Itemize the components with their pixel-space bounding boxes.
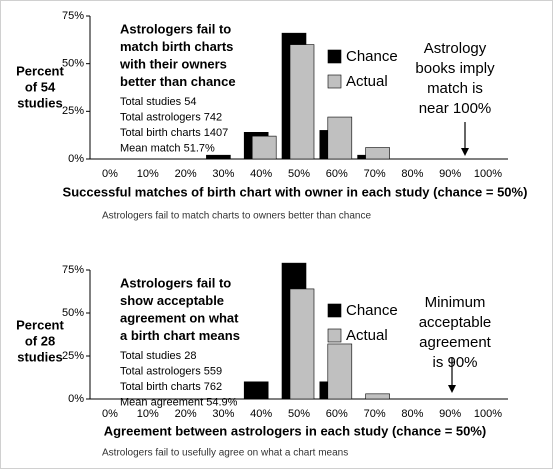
x-tick-label: 40% [250, 408, 272, 420]
x-tick-label: 30% [212, 168, 234, 180]
annotation: agreement [419, 334, 492, 351]
box-title: show acceptable [120, 293, 224, 308]
annotation: near 100% [419, 100, 492, 117]
x-tick-label: 80% [401, 408, 423, 420]
x-tick-label: 30% [212, 408, 234, 420]
x-tick-label: 100% [474, 168, 502, 180]
x-tick-label: 20% [175, 408, 197, 420]
box-title: a birth chart means [120, 328, 240, 343]
y-tick-label: 25% [62, 105, 84, 117]
bar [206, 154, 231, 160]
x-tick-label: 50% [288, 408, 310, 420]
x-tick-label: 0% [102, 408, 118, 420]
bar [365, 393, 390, 400]
y-tick-label: 50% [62, 307, 84, 319]
legend-label: Actual [346, 327, 388, 344]
y-axis-label: Percent [16, 63, 64, 78]
x-tick-label: 70% [364, 408, 386, 420]
annotation-arrowhead [461, 148, 469, 156]
y-axis-label: of 28 [25, 333, 55, 348]
x-tick-label: 90% [439, 408, 461, 420]
x-axis-label: Successful matches of birth chart with o… [63, 184, 528, 199]
annotation-arrowhead [448, 385, 456, 393]
annotation: books imply [415, 60, 495, 77]
box-title: match birth charts [120, 39, 233, 54]
x-tick-label: 10% [137, 168, 159, 180]
box-stat: Mean match 51.7% [120, 142, 215, 154]
bar [365, 147, 390, 160]
legend-swatch [327, 74, 342, 89]
x-tick-label: 70% [364, 168, 386, 180]
caption: Astrologers fail to match charts to owne… [102, 211, 371, 222]
y-tick-label: 0% [68, 153, 84, 165]
y-tick-label: 25% [62, 350, 84, 362]
bar [327, 343, 353, 400]
legend-swatch [327, 303, 342, 318]
box-stat: Mean agreement 54.9% [120, 396, 238, 408]
y-axis-label: studies [17, 95, 63, 110]
x-tick-label: 80% [401, 168, 423, 180]
bar [251, 135, 277, 160]
annotation: Astrology [424, 40, 487, 57]
bar [289, 288, 315, 400]
caption: Astrologers fail to usefully agree on wh… [102, 448, 348, 459]
x-tick-label: 40% [250, 168, 272, 180]
box-stat: Total astrologers 742 [120, 111, 222, 123]
box-title: Astrologers fail to [120, 21, 231, 36]
y-axis-label: studies [17, 349, 63, 364]
box-stat: Total astrologers 559 [120, 365, 222, 377]
y-tick-label: 50% [62, 58, 84, 70]
x-tick-label: 60% [326, 168, 348, 180]
legend-label: Chance [346, 302, 398, 319]
annotation: match is [427, 80, 483, 97]
x-tick-label: 90% [439, 168, 461, 180]
y-axis-label: of 54 [25, 79, 56, 94]
box-title: with their owners [119, 56, 227, 71]
box-title: agreement on what [120, 310, 239, 325]
x-tick-label: 0% [102, 168, 118, 180]
x-tick-label: 10% [137, 408, 159, 420]
y-tick-label: 75% [62, 10, 84, 22]
y-axis-label: Percent [16, 317, 64, 332]
legend-swatch [327, 49, 342, 64]
y-tick-label: 75% [62, 264, 84, 276]
box-stat: Total birth charts 762 [120, 381, 222, 393]
box-stat: Total studies 28 [120, 350, 196, 362]
x-tick-label: 100% [474, 408, 502, 420]
x-axis-label: Agreement between astrologers in each st… [104, 423, 487, 438]
box-title: better than chance [120, 74, 236, 89]
y-tick-label: 0% [68, 393, 84, 405]
x-tick-label: 60% [326, 408, 348, 420]
legend-label: Chance [346, 48, 398, 65]
box-stat: Total birth charts 1407 [120, 127, 228, 139]
x-tick-label: 20% [175, 168, 197, 180]
legend-label: Actual [346, 73, 388, 90]
legend-swatch [327, 328, 342, 343]
bar [243, 381, 269, 400]
box-stat: Total studies 54 [120, 96, 196, 108]
box-title: Astrologers fail to [120, 275, 231, 290]
annotation: acceptable [419, 314, 492, 331]
bar [289, 44, 315, 160]
x-tick-label: 50% [288, 168, 310, 180]
annotation: Minimum [425, 294, 486, 311]
annotation: is 90% [432, 354, 477, 371]
bar [327, 116, 353, 160]
